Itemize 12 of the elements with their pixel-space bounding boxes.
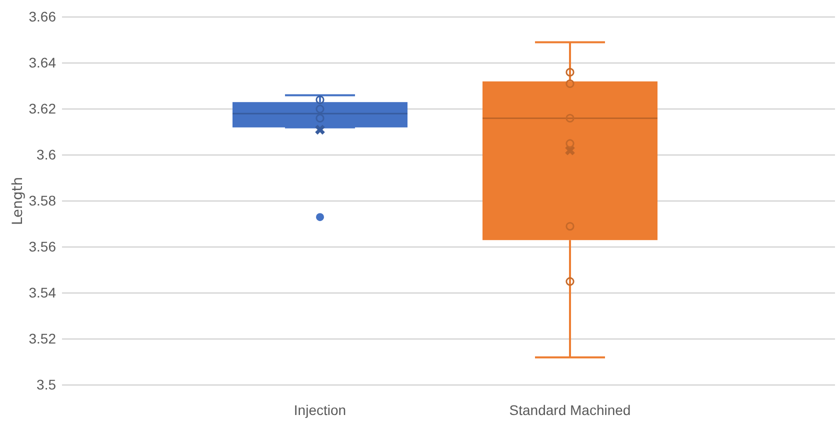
y-tick-label: 3.6 xyxy=(36,146,56,162)
y-tick-label: 3.64 xyxy=(28,54,56,70)
y-tick-label: 3.66 xyxy=(28,8,56,24)
y-tick-label: 3.52 xyxy=(28,330,56,346)
x-tick-label: Standard Machined xyxy=(509,402,631,418)
y-tick-label: 3.56 xyxy=(28,238,56,254)
y-tick-label: 3.58 xyxy=(28,192,56,208)
x-tick-label: Injection xyxy=(294,402,346,418)
y-tick-label: 3.5 xyxy=(36,376,56,392)
y-tick-label: 3.54 xyxy=(28,284,56,300)
y-axis-title: Length xyxy=(10,176,26,226)
y-tick-label: 3.62 xyxy=(28,100,56,116)
